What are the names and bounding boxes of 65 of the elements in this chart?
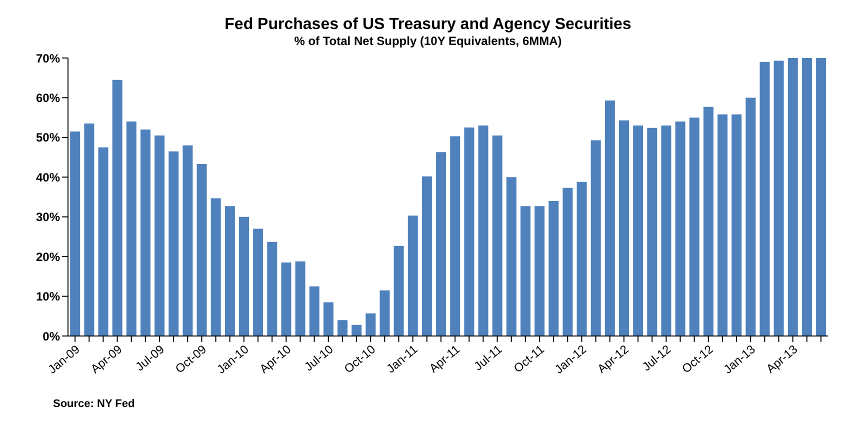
y-tick-label: 40% [36,170,60,184]
bar [323,302,334,336]
bar [295,261,306,336]
bar [788,58,798,336]
chart-title: Fed Purchases of US Treasury and Agency Securities [224,15,632,34]
bar [604,100,615,336]
bar [168,151,179,336]
bar [394,246,404,336]
bar [450,136,460,336]
y-tick-label: 30% [36,210,60,224]
bar [380,290,390,336]
y-tick-label: 60% [36,90,60,105]
bar [647,128,658,336]
source-note: Source: NY Fed [53,398,136,410]
bar [281,262,292,336]
bar [464,128,474,336]
y-tick-label: 70% [36,51,60,66]
bar [140,129,150,336]
bar [478,126,488,336]
bar [70,131,80,336]
bar [126,122,136,336]
bar [774,60,784,336]
bar [506,177,516,336]
bar [675,122,686,336]
bar [224,206,235,336]
y-tick-label: 50% [36,130,60,145]
bar [352,324,362,336]
bar [112,80,122,336]
bar [746,98,756,336]
bar [576,182,587,336]
bar [718,114,728,336]
bar [802,58,812,336]
bar [548,200,559,336]
bar [84,124,94,336]
y-tick-label: 0% [42,329,60,344]
chart-subtitle: % of Total Net Supply (10Y Equivalents, 6MMA) [293,34,563,48]
bar [492,135,502,336]
bar [366,313,376,336]
bar [689,118,700,336]
bar [239,216,249,336]
bar [436,152,446,336]
bar [309,286,320,336]
bar [619,120,629,336]
bar [703,106,714,336]
bar [562,188,573,336]
bar [422,176,432,336]
bar [98,147,108,336]
bar [154,135,165,336]
bar [732,114,742,336]
bar [182,145,193,336]
y-tick-label: 20% [36,250,60,264]
bar [590,140,601,336]
bar [760,62,770,336]
bar [196,164,207,336]
bar [816,58,826,336]
bar [408,216,418,336]
bar [253,228,264,336]
bar [338,320,348,336]
bar [633,126,644,336]
bar [534,206,545,336]
y-tick-label: 10% [36,290,60,304]
bar [661,126,672,336]
bar [210,198,221,336]
bar [267,242,278,336]
bar [520,206,530,336]
